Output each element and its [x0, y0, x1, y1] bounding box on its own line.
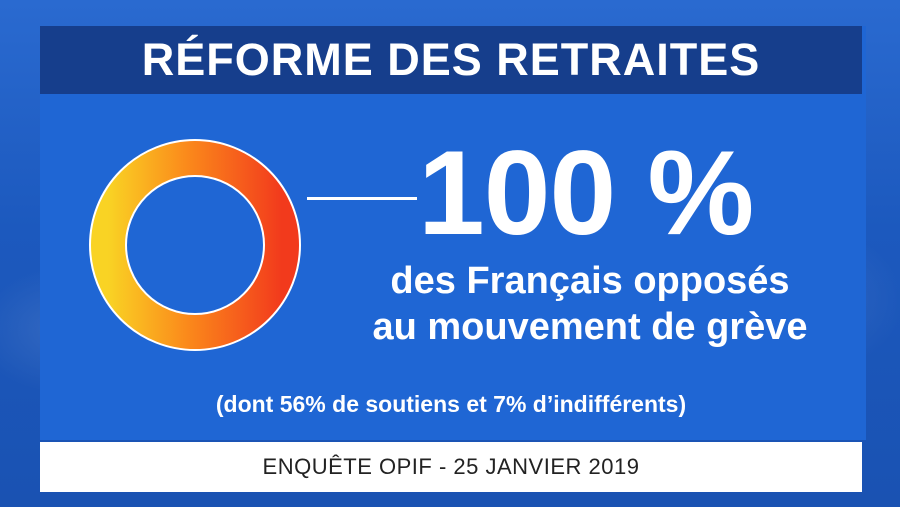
headline-line-1: des Français opposés	[390, 260, 790, 302]
source-text: ENQUÊTE OPIF - 25 JANVIER 2019	[262, 454, 640, 479]
headline: des Français opposés au mouvement de grè…	[340, 258, 840, 350]
content-panel	[40, 26, 866, 440]
title-bar: RÉFORME DES RETRAITES	[40, 26, 862, 94]
donut-slice	[91, 141, 299, 349]
percentage-value: 100 %	[418, 126, 754, 260]
headline-line-2: au mouvement de grève	[372, 306, 808, 348]
page-title: RÉFORME DES RETRAITES	[141, 34, 761, 85]
breakdown-note: (dont 56% de soutiens et 7% d’indifféren…	[215, 391, 687, 417]
connector-line	[307, 197, 417, 200]
donut-chart	[89, 139, 301, 351]
source-bar: ENQUÊTE OPIF - 25 JANVIER 2019	[40, 442, 862, 492]
